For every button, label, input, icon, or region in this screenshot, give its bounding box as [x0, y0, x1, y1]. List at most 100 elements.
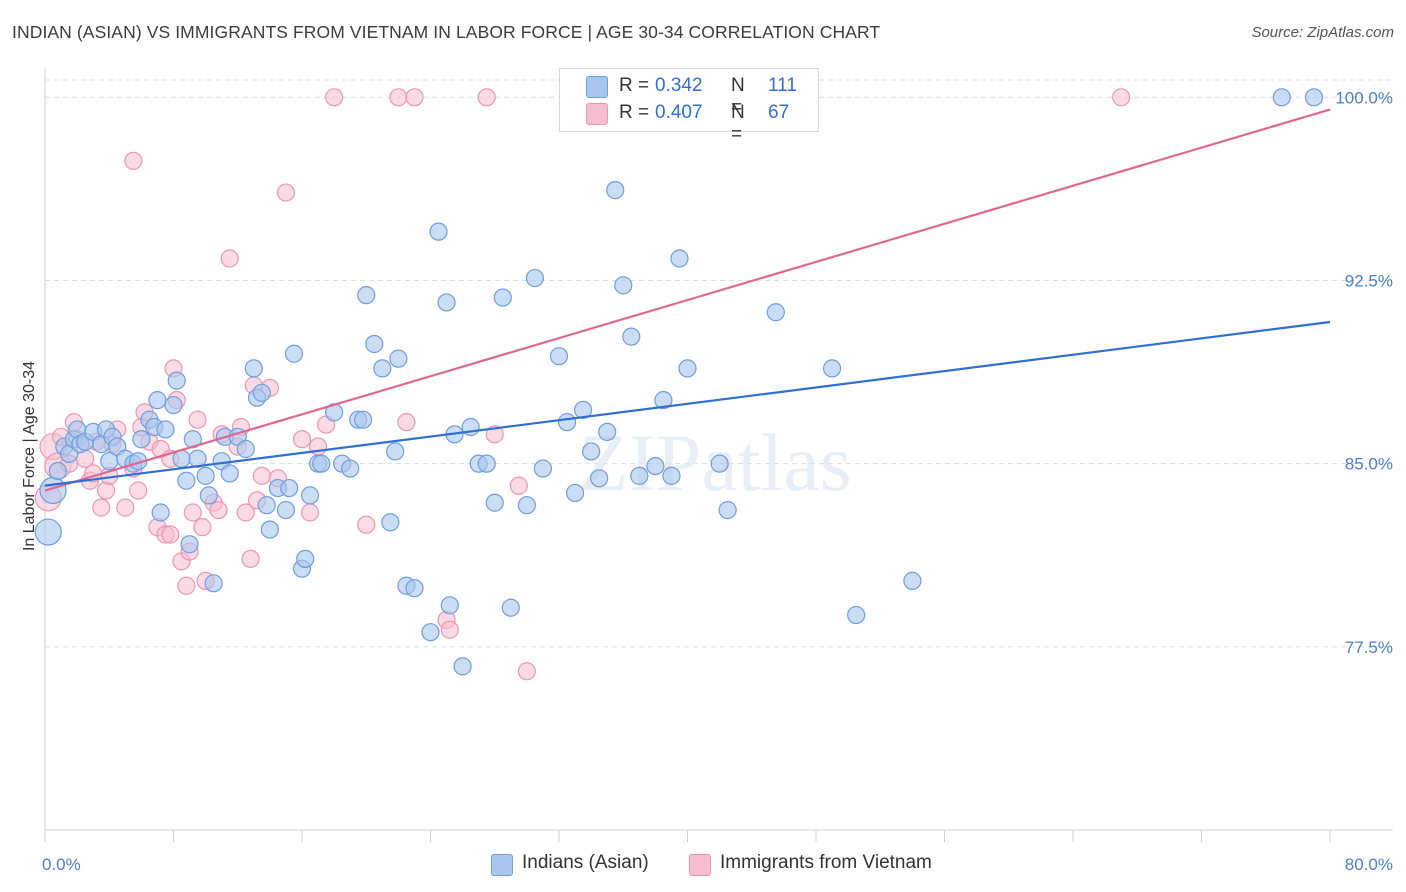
indian-point	[405, 579, 424, 598]
indian-point	[386, 442, 405, 461]
indian-point	[357, 286, 376, 305]
vietnam-points	[34, 88, 1131, 681]
indian-point	[177, 471, 196, 490]
indian-point	[822, 359, 842, 378]
indian-point	[39, 476, 67, 505]
indian-point	[477, 454, 496, 473]
indian-point	[276, 500, 296, 520]
indian-point	[847, 605, 866, 625]
legend-n-value: 111	[768, 75, 797, 96]
indian-point	[381, 513, 400, 532]
indian-point	[257, 496, 276, 515]
indian-point	[296, 549, 315, 569]
series-label-indians: Indians (Asian)	[522, 852, 649, 873]
indian-point	[718, 500, 737, 520]
indian-point	[280, 478, 299, 498]
indian-point	[453, 657, 472, 676]
y-tick-label: 85.0%	[1345, 455, 1393, 474]
indian-point	[284, 344, 304, 363]
indian-point	[244, 359, 263, 378]
series-swatch-pink	[689, 854, 711, 876]
indian-point	[654, 391, 673, 410]
indian-point	[260, 520, 279, 539]
vietnam-point	[276, 183, 296, 202]
indian-point	[48, 461, 67, 481]
indian-point	[220, 464, 239, 483]
vietnam-point	[405, 88, 424, 107]
indian-trendline	[44, 320, 1331, 487]
legend-r-label: R =	[619, 102, 650, 123]
indian-point	[557, 413, 577, 432]
vietnam-point	[440, 620, 459, 639]
x-tick-label: 80.0%	[1345, 855, 1393, 874]
indian-point	[312, 454, 331, 473]
series-swatch-blue	[491, 854, 513, 876]
indian-point	[630, 466, 649, 485]
indian-point	[353, 410, 373, 429]
indian-point	[389, 349, 408, 368]
legend-n-value: 67	[768, 102, 790, 123]
series-legend: Indians (Asian) Immigrants from Vietnam	[0, 852, 1406, 878]
vietnam-point	[116, 498, 135, 517]
y-tick-label: 92.5%	[1345, 271, 1393, 290]
indian-point	[34, 518, 62, 546]
indian-point	[485, 493, 504, 512]
indian-point	[678, 359, 697, 378]
legend-swatch-blue	[586, 76, 608, 98]
indian-point	[204, 574, 223, 593]
vietnam-point	[252, 466, 271, 485]
indian-point	[421, 623, 440, 642]
indian-point	[565, 483, 585, 503]
vietnam-point	[300, 503, 320, 522]
vietnam-point	[236, 503, 255, 522]
y-axis-label: In Labor Force | Age 30-34	[21, 361, 38, 551]
legend-r-value: 0.342	[655, 75, 703, 96]
indian-point	[533, 459, 553, 478]
legend-n-label: N =	[731, 75, 745, 118]
vietnam-point	[124, 151, 143, 170]
indian-point	[573, 400, 593, 420]
indian-point	[622, 327, 641, 346]
indian-point	[493, 288, 512, 307]
indian-point	[670, 249, 689, 268]
vietnam-point	[397, 413, 416, 432]
indian-point	[766, 303, 785, 322]
y-tick-label: 100.0%	[1335, 88, 1393, 107]
vietnam-trendline	[44, 108, 1331, 492]
vietnam-point	[161, 525, 180, 544]
indian-point	[167, 371, 186, 390]
x-tick-labels: 0.0% 80.0%	[42, 855, 1393, 874]
vietnam-point	[177, 576, 196, 595]
indian-point	[300, 486, 320, 505]
indian-point	[501, 598, 520, 617]
vietnam-point	[183, 503, 202, 522]
indian-point	[606, 181, 625, 200]
legend-n-label: N =	[731, 102, 745, 145]
indian-point	[437, 293, 456, 312]
vietnam-point	[188, 410, 207, 429]
vietnam-point	[325, 88, 344, 107]
indian-point	[662, 466, 681, 485]
indian-point	[525, 268, 545, 288]
indian-point	[582, 442, 601, 461]
indian-point	[196, 466, 215, 485]
indian-point	[236, 439, 255, 459]
vietnam-point	[241, 549, 260, 569]
indian-point	[440, 596, 459, 615]
vietnam-point	[1112, 88, 1131, 107]
indian-point	[517, 496, 536, 515]
legend: R = 0.342 N = 111 R = 0.407 N = 67	[559, 68, 819, 145]
indian-point	[164, 395, 183, 415]
indian-points	[34, 88, 1324, 676]
indian-point	[903, 571, 922, 590]
indian-point	[199, 486, 218, 505]
vietnam-point	[96, 481, 116, 500]
indian-point	[710, 454, 729, 473]
indian-point	[252, 383, 271, 402]
indian-point	[549, 347, 569, 366]
vietnam-point	[509, 476, 528, 495]
vietnam-point	[209, 500, 228, 520]
vietnam-point	[357, 515, 376, 534]
indian-point	[365, 334, 384, 354]
